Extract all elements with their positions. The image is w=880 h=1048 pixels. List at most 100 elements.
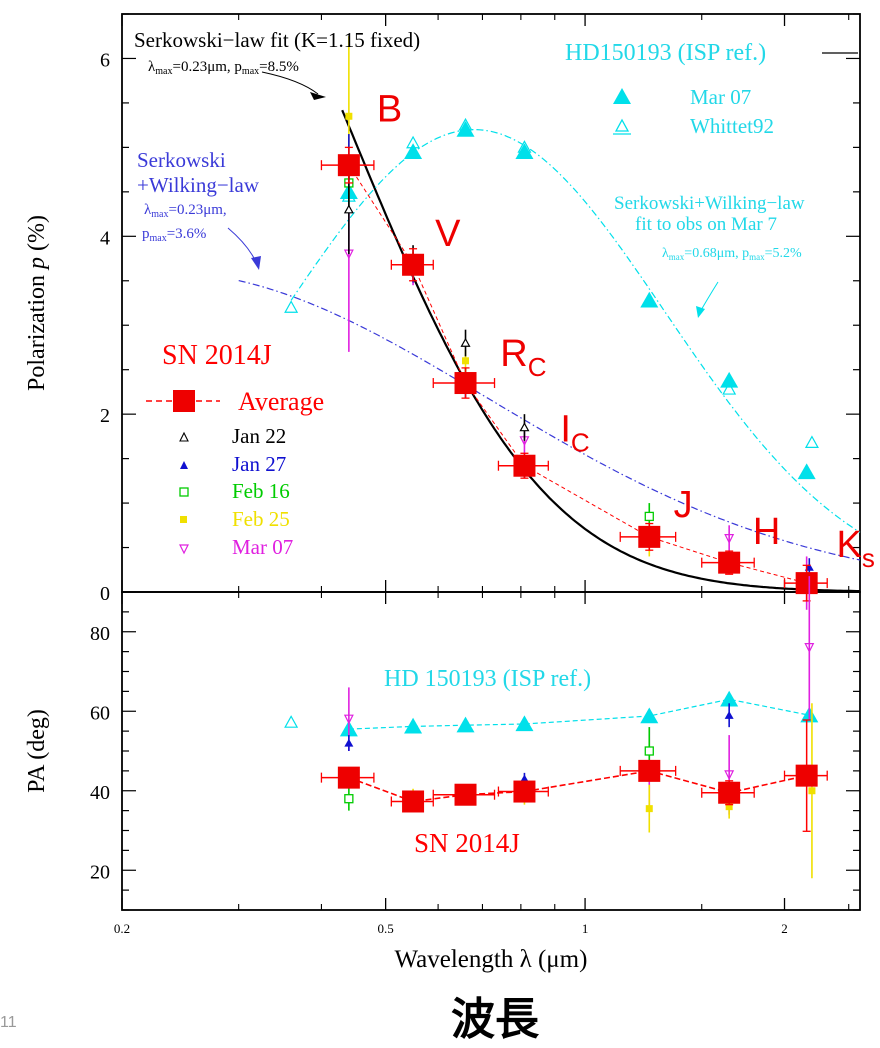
pa-feb16-point xyxy=(644,746,654,756)
top-y-tick-label: 6 xyxy=(100,49,110,71)
wilking-label-2: +Wilking−law xyxy=(137,173,260,197)
pol-feb25-point xyxy=(345,112,353,120)
x-tick-label: 0.5 xyxy=(378,921,394,936)
pol-jan22-point xyxy=(460,337,471,347)
pa-mar07-point xyxy=(804,643,815,653)
pol-isp_whittet-point xyxy=(804,435,819,449)
data-marks xyxy=(284,36,828,879)
band-label-sub: s xyxy=(862,543,875,573)
pol-feb16-point xyxy=(644,511,654,522)
pol-jan22-point xyxy=(343,204,354,214)
pa-isp_mar07-point xyxy=(456,716,475,733)
slide-number: 11 xyxy=(0,1014,17,1031)
bottom-y-tick-label: 40 xyxy=(90,782,110,804)
bottom-y-tick-label: 80 xyxy=(90,623,110,645)
pa-feb25-point xyxy=(645,805,653,813)
pol-avg-point xyxy=(638,525,661,548)
isp-title: HD150193 (ISP ref.) xyxy=(565,40,766,66)
pa-isp_mar07-point xyxy=(515,715,534,732)
sn-title: SN 2014J xyxy=(162,340,272,371)
pol-avg-point xyxy=(513,454,536,477)
pa-jan27-point xyxy=(344,738,354,747)
annotation-arrows xyxy=(227,71,719,318)
isp-fit-params: λmax=0.68μm, pmax=5.2% xyxy=(662,246,802,262)
x-tick-label: 1 xyxy=(582,921,589,936)
band-label: RC xyxy=(500,333,546,382)
pa-feb16-point xyxy=(344,794,354,804)
legend-feb25-marker xyxy=(180,516,187,523)
wilking-arrowhead xyxy=(251,256,261,270)
pol-mar07-point xyxy=(724,534,735,544)
legend-jan22-marker xyxy=(179,431,189,442)
pa-isp-label: HD 150193 (ISP ref.) xyxy=(384,666,591,692)
wilking-p-param: pmax=3.6% xyxy=(142,226,206,244)
slide-caption: 波長 xyxy=(451,995,540,1044)
pol-isp_mar07-point xyxy=(720,371,739,388)
pol-isp_mar07-point xyxy=(515,143,534,160)
pol-avg-point xyxy=(337,154,360,177)
isp-leader xyxy=(699,281,719,313)
isp-legend-whittet: Whittet92 xyxy=(690,114,774,138)
xlabel-part-1: Wavelength xyxy=(395,946,520,973)
pa-isp_mar07-point xyxy=(720,690,739,707)
isp-legend-marker-open xyxy=(614,118,630,132)
pol-avg-point xyxy=(718,551,741,574)
pa-avg-point xyxy=(337,766,360,789)
pol-jan22-point xyxy=(519,422,530,432)
legend-mar07-marker xyxy=(179,544,189,555)
ylabel-part-p: p xyxy=(24,257,50,271)
serkowski-arrowhead xyxy=(310,92,326,100)
serkowski-leader xyxy=(261,71,319,95)
bottom-panel-frame xyxy=(121,591,861,911)
xlabel-part-3: (μm) xyxy=(532,946,588,973)
pa-avg-point xyxy=(513,780,536,803)
band-label: Ks xyxy=(837,524,875,573)
pa-avg-point xyxy=(454,783,477,806)
x-axis-label: Wavelength λ (μm) xyxy=(395,946,588,973)
top-y-axis-label: Polarization p (%) xyxy=(24,215,50,391)
top-y-tick-label: 2 xyxy=(100,405,110,427)
bottom-y-tick-label: 60 xyxy=(90,702,110,724)
pol-isp_mar07-point xyxy=(456,121,475,137)
band-label: H xyxy=(753,511,780,553)
pa-isp_whittet-point xyxy=(284,715,299,728)
pol-avg-point xyxy=(795,572,818,595)
band-label-sub: C xyxy=(571,427,590,457)
pol-isp_mar07-point xyxy=(640,291,659,308)
legend-mar07: Mar 07 xyxy=(232,535,293,559)
pa-avg-point xyxy=(718,781,741,804)
legend-average: Average xyxy=(238,387,324,416)
serkowski-fit-label: Serkowski−law fit (K=1.15 fixed) xyxy=(134,28,420,52)
pa-sn-label: SN 2014J xyxy=(414,828,520,858)
isp-legend-mar07: Mar 07 xyxy=(690,85,751,109)
top-y-tick-label: 4 xyxy=(100,227,110,249)
legend-feb16: Feb 16 xyxy=(232,479,290,503)
band-labels: B V RC IC J H Ks xyxy=(377,88,875,573)
pol-isp_whittet-point xyxy=(722,382,737,395)
legend-feb16-marker xyxy=(179,487,189,497)
pol-feb25-point xyxy=(462,357,470,365)
pa-isp_mar07-point xyxy=(640,707,659,724)
pa-avg-point xyxy=(795,764,818,787)
band-label: J xyxy=(674,484,693,526)
legend-feb25: Feb 25 xyxy=(232,507,290,531)
xlabel-part-lambda: λ xyxy=(520,946,532,973)
pa-mar07-point xyxy=(343,714,354,725)
pol-isp_mar07-point xyxy=(797,463,816,480)
pa-avg-point xyxy=(638,759,661,782)
legend-jan22: Jan 22 xyxy=(232,424,286,448)
bottom-y-axis-label: PA (deg) xyxy=(24,709,50,793)
band-label-sub: C xyxy=(528,352,547,382)
serkowski-fit-params: λmax=0.23μm, pmax=8.5% xyxy=(148,59,299,77)
wilk-fit-curve xyxy=(238,280,861,561)
pol-isp_mar07-point xyxy=(404,143,423,160)
band-label: B xyxy=(377,88,402,130)
legend-jan27: Jan 27 xyxy=(232,452,286,476)
isp-fit-label-2: fit to obs on Mar 7 xyxy=(635,214,777,235)
pol-avg-point xyxy=(402,253,425,276)
legend-jan27-marker xyxy=(180,461,188,469)
pol-isp_whittet-point xyxy=(284,300,299,313)
pa-mar07-point xyxy=(724,770,735,781)
